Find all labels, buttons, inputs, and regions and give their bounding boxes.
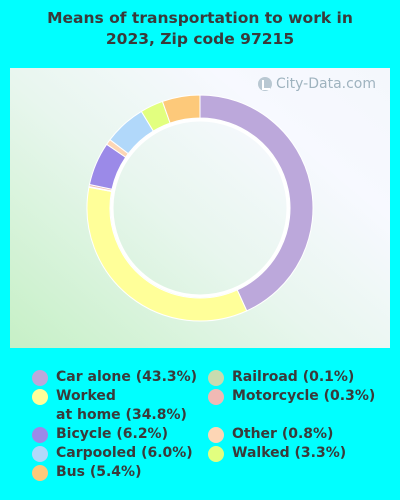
legend-label-railroad: Railroad (0.1%) bbox=[232, 369, 355, 385]
donut-slice-bus bbox=[161, 94, 201, 124]
donut-chart bbox=[86, 94, 314, 322]
legend-label-motorcycle: Motorcycle (0.3%) bbox=[232, 388, 376, 404]
legend-item-walked: Walked (3.3%) bbox=[208, 444, 346, 463]
legend-item-railroad: Railroad (0.1%) bbox=[208, 368, 354, 387]
watermark: City-Data.com bbox=[257, 76, 376, 92]
donut-slice-car-alone bbox=[199, 94, 314, 312]
legend-label-worked-at-home: Worked at home (34.8%) bbox=[56, 388, 187, 423]
legend-swatch-walked bbox=[208, 446, 224, 462]
legend-item-bus: Bus (5.4%) bbox=[32, 463, 141, 482]
legend-label-bicycle: Bicycle (6.2%) bbox=[56, 426, 168, 442]
legend-item-worked-at-home: Worked at home (34.8%) bbox=[32, 387, 187, 425]
legend-label-walked: Walked (3.3%) bbox=[232, 445, 347, 461]
watermark-text: City-Data.com bbox=[275, 76, 376, 92]
legend-swatch-other bbox=[208, 427, 224, 443]
legend-label-carpooled: Carpooled (6.0%) bbox=[56, 445, 193, 461]
legend: Car alone (43.3%) Worked at home (34.8%) B… bbox=[0, 364, 400, 494]
legend-item-motorcycle: Motorcycle (0.3%) bbox=[208, 387, 375, 406]
legend-swatch-bus bbox=[32, 465, 48, 481]
chart-title: Means of transportation to work in 2023,… bbox=[0, 8, 400, 50]
legend-swatch-car-alone bbox=[32, 370, 48, 386]
legend-swatch-worked-at-home bbox=[32, 389, 48, 405]
legend-label-bus: Bus (5.4%) bbox=[56, 464, 142, 480]
legend-item-car-alone: Car alone (43.3%) bbox=[32, 368, 197, 387]
donut-inner-ring bbox=[110, 118, 290, 298]
chart-title-line-2: 2023, Zip code 97215 bbox=[105, 30, 295, 48]
legend-swatch-bicycle bbox=[32, 427, 48, 443]
legend-item-bicycle: Bicycle (6.2%) bbox=[32, 425, 168, 444]
legend-swatch-carpooled bbox=[32, 446, 48, 462]
plot-panel: City-Data.com bbox=[10, 68, 390, 348]
legend-swatch-railroad bbox=[208, 370, 224, 386]
legend-label-other: Other (0.8%) bbox=[232, 426, 334, 442]
legend-label-car-alone: Car alone (43.3%) bbox=[56, 369, 198, 385]
chart-title-line-1: Means of transportation to work in bbox=[47, 9, 353, 27]
legend-swatch-motorcycle bbox=[208, 389, 224, 405]
legend-item-other: Other (0.8%) bbox=[208, 425, 333, 444]
city-data-logo-icon bbox=[257, 77, 272, 91]
legend-item-carpooled: Carpooled (6.0%) bbox=[32, 444, 193, 463]
